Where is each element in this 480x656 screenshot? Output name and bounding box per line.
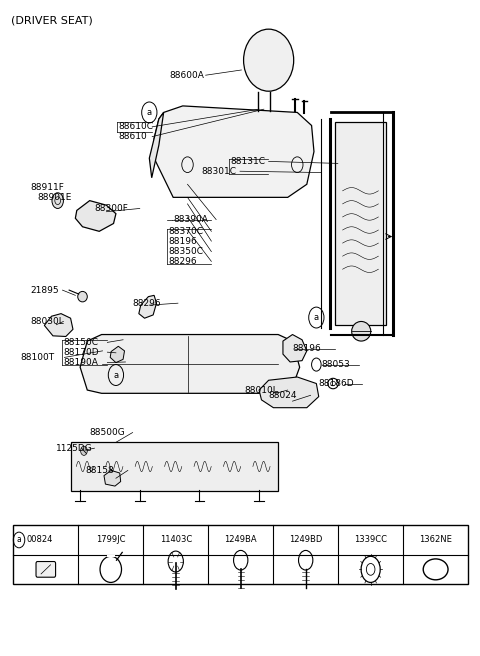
Text: 88010L: 88010L: [245, 386, 278, 394]
Polygon shape: [149, 112, 164, 178]
Text: 88300F: 88300F: [95, 204, 128, 213]
Text: 88296: 88296: [168, 257, 197, 266]
Text: 88158: 88158: [85, 466, 114, 475]
Text: 88600A: 88600A: [169, 71, 204, 79]
Circle shape: [52, 193, 63, 209]
Text: 88100T: 88100T: [21, 353, 55, 362]
FancyBboxPatch shape: [36, 562, 56, 577]
Polygon shape: [139, 295, 156, 318]
Text: 1125DG: 1125DG: [56, 443, 93, 453]
Text: 88911F: 88911F: [30, 183, 64, 192]
Text: 1249BD: 1249BD: [289, 535, 323, 544]
FancyBboxPatch shape: [336, 122, 385, 325]
FancyBboxPatch shape: [71, 441, 278, 491]
Text: a: a: [113, 371, 119, 380]
Text: 88350C: 88350C: [168, 247, 204, 256]
Text: 88053: 88053: [321, 360, 350, 369]
Text: 1339CC: 1339CC: [354, 535, 387, 544]
Text: (DRIVER SEAT): (DRIVER SEAT): [11, 16, 93, 26]
Text: 88610: 88610: [118, 132, 147, 141]
Text: 88190A: 88190A: [63, 358, 98, 367]
Text: 21895: 21895: [30, 285, 59, 295]
Text: 88024: 88024: [269, 391, 297, 400]
Text: 00824: 00824: [27, 535, 53, 544]
Text: 88131C: 88131C: [230, 157, 265, 166]
Text: 88390A: 88390A: [173, 215, 208, 224]
Text: 88370C: 88370C: [168, 227, 204, 236]
Text: 88030L: 88030L: [30, 317, 64, 326]
Text: 88196: 88196: [292, 344, 321, 354]
Text: 1799JC: 1799JC: [96, 535, 126, 544]
Bar: [13, 525, 468, 584]
Text: 88186D: 88186D: [319, 379, 354, 388]
Ellipse shape: [352, 321, 371, 341]
Text: 88301C: 88301C: [202, 167, 237, 176]
Polygon shape: [154, 106, 314, 197]
Text: 88901E: 88901E: [37, 193, 72, 202]
Text: 88500G: 88500G: [90, 428, 125, 437]
Text: a: a: [314, 313, 319, 322]
Polygon shape: [44, 314, 73, 337]
Text: 1249BA: 1249BA: [225, 535, 257, 544]
Text: 88170D: 88170D: [63, 348, 99, 357]
Polygon shape: [75, 201, 116, 232]
Polygon shape: [110, 346, 124, 363]
Text: a: a: [17, 535, 22, 544]
Text: 1362NE: 1362NE: [419, 535, 452, 544]
Polygon shape: [80, 335, 300, 394]
Text: 88296: 88296: [132, 298, 161, 308]
Polygon shape: [259, 377, 319, 407]
Text: 88196: 88196: [168, 237, 197, 245]
Polygon shape: [283, 335, 307, 362]
Circle shape: [81, 446, 87, 455]
Text: 11403C: 11403C: [160, 535, 192, 544]
Text: a: a: [147, 108, 152, 117]
Polygon shape: [104, 470, 120, 486]
Text: 88150C: 88150C: [63, 338, 98, 347]
Text: 88610C: 88610C: [118, 122, 153, 131]
Ellipse shape: [78, 291, 87, 302]
Ellipse shape: [243, 29, 294, 91]
